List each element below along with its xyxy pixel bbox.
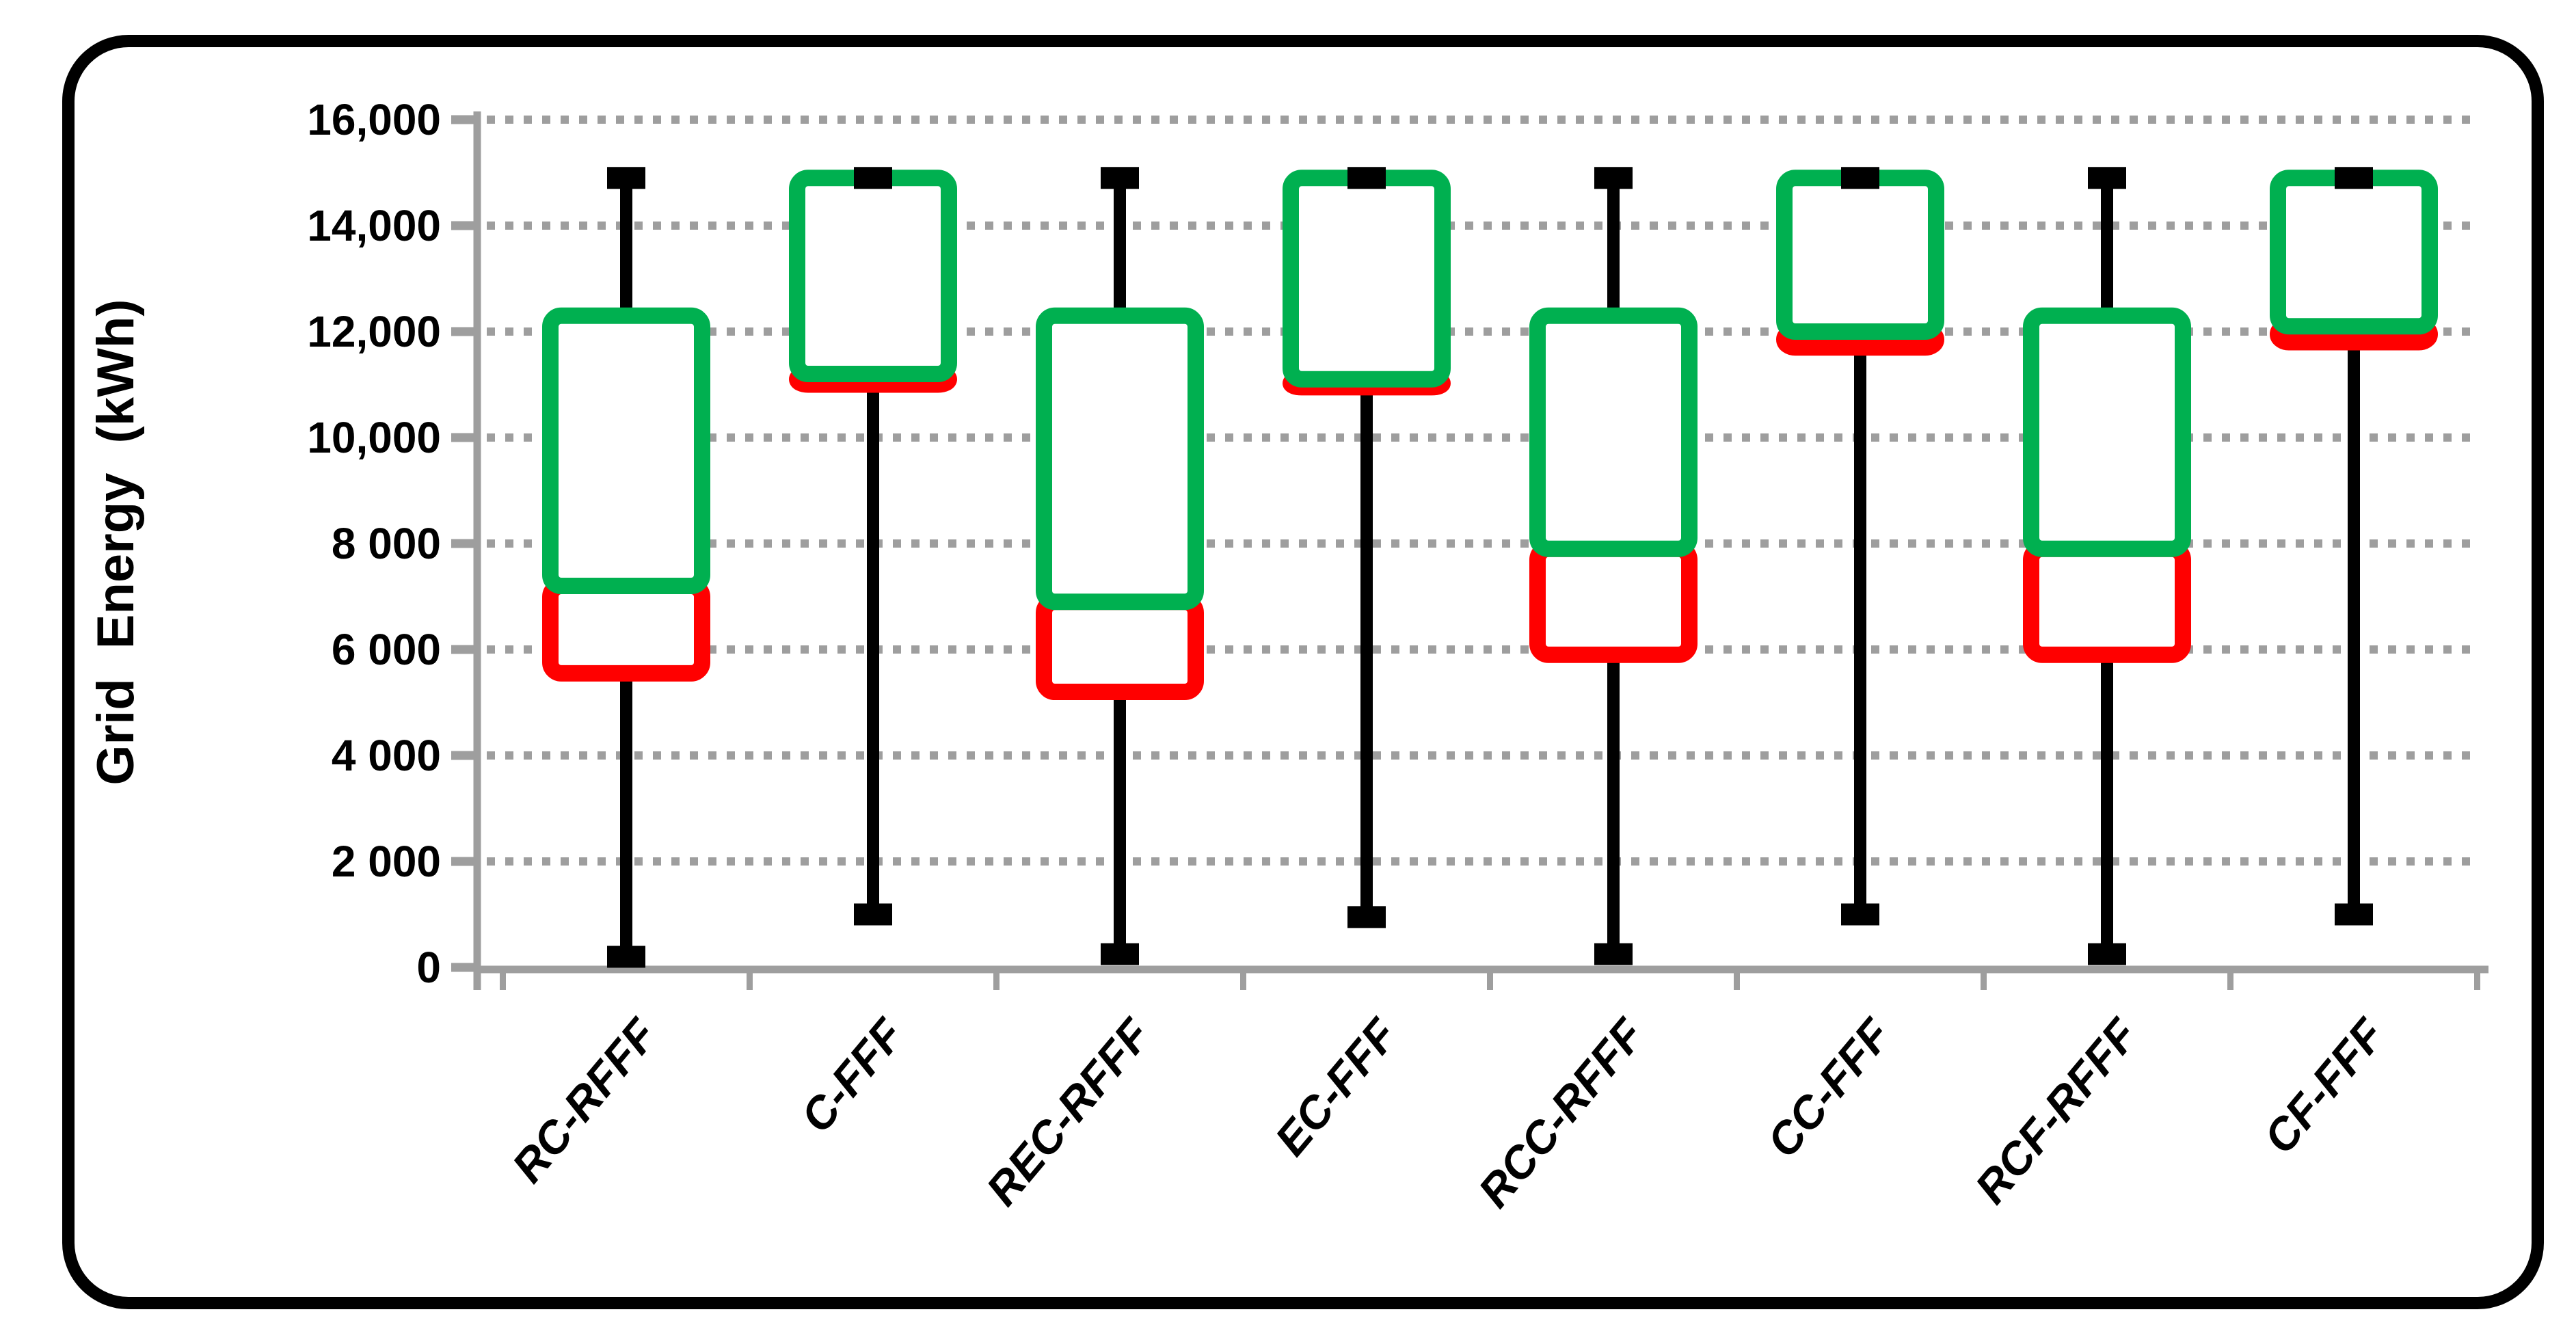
whisker-cap-bottom-RCF-RFFF bbox=[2088, 943, 2126, 965]
y-tick-label-2000: 2 000 bbox=[332, 837, 441, 886]
y-tick-labels-group: 0 2 000 4 000 6 000 8 000 10,000 12,000 14,000 1… bbox=[307, 95, 441, 992]
y-tick-label-0: 0 bbox=[416, 943, 441, 992]
upper-box-RC-RFFF bbox=[542, 307, 710, 594]
whisker-cap-top-CF-FFF bbox=[2335, 167, 2373, 189]
whisker-caps-group bbox=[607, 167, 2373, 968]
lower-box-REC-RFFF bbox=[1036, 593, 1204, 700]
upper-box-REC-RFFF bbox=[1036, 307, 1204, 611]
upper-box-C-FFF bbox=[789, 170, 957, 382]
y-tick-label-8000: 8 000 bbox=[332, 519, 441, 568]
y-tick-label-6000: 6 000 bbox=[332, 625, 441, 674]
lower-box-RC-RFFF bbox=[542, 578, 710, 682]
whisker-cap-bottom-RCC-RFFF bbox=[1594, 943, 1633, 965]
whisker-cap-bottom-EC-FFF bbox=[1347, 906, 1386, 928]
whisker-cap-top-RCC-RFFF bbox=[1594, 167, 1633, 189]
whisker-cap-top-RC-RFFF bbox=[607, 167, 645, 189]
upper-box-CC-FFF bbox=[1776, 170, 1944, 340]
y-tick-label-16000: 16,000 bbox=[307, 95, 441, 144]
upper-box-CF-FFF bbox=[2270, 170, 2438, 335]
lower-box-RCF-RFFF bbox=[2023, 540, 2191, 663]
chart-frame bbox=[62, 35, 2544, 1309]
whisker-cap-top-RCF-RFFF bbox=[2088, 167, 2126, 189]
whisker-cap-top-C-FFF bbox=[854, 167, 892, 189]
whisker-cap-top-EC-FFF bbox=[1347, 167, 1386, 189]
upper-box-RCC-RFFF bbox=[1529, 307, 1698, 557]
upper-box-EC-FFF bbox=[1283, 170, 1451, 388]
whisker-cap-top-REC-RFFF bbox=[1101, 167, 1139, 189]
y-tick-label-14000: 14,000 bbox=[307, 201, 441, 250]
whisker-cap-bottom-REC-RFFF bbox=[1101, 943, 1139, 965]
whisker-cap-bottom-RC-RFFF bbox=[607, 946, 645, 968]
axes-group bbox=[451, 111, 2488, 990]
whisker-cap-bottom-C-FFF bbox=[854, 903, 892, 926]
y-tick-label-4000: 4 000 bbox=[332, 731, 441, 780]
upper-box-RCF-RFFF bbox=[2023, 307, 2191, 557]
whisker-cap-top-CC-FFF bbox=[1841, 167, 1879, 189]
lower-box-RCC-RFFF bbox=[1529, 540, 1698, 663]
y-tick-label-12000: 12,000 bbox=[307, 307, 441, 356]
y-axis-title: Grid Energy (kWh) bbox=[87, 299, 145, 785]
whisker-cap-bottom-CF-FFF bbox=[2335, 903, 2373, 926]
whisker-cap-bottom-CC-FFF bbox=[1841, 903, 1879, 926]
y-tick-label-10000: 10,000 bbox=[307, 413, 441, 462]
